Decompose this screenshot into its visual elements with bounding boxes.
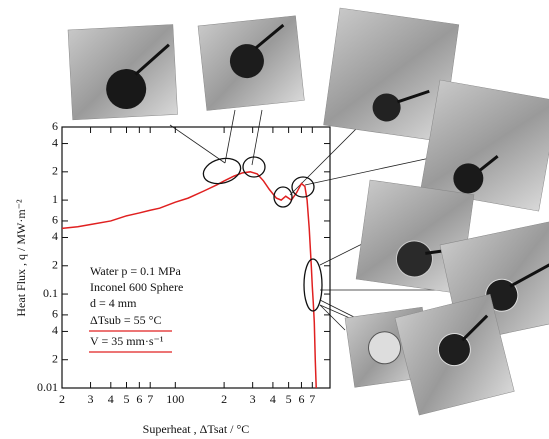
x-tick-label: 7 (309, 392, 315, 406)
x-axis-label: Superheat , ΔTsat / °C (143, 422, 250, 436)
y-tick-label: 4 (52, 323, 58, 337)
chart: 2345671002345670.012460.12461246 Water p… (0, 0, 549, 439)
y-axis-label: Heat Flux , q / MW·m⁻² (14, 199, 28, 317)
y-tick-label: 6 (52, 213, 58, 227)
annotation: V = 35 mm·s⁻¹ (90, 334, 164, 348)
y-tick-label: 0.1 (43, 286, 58, 300)
y-tick-label: 2 (52, 351, 58, 365)
annotation: Inconel 600 Sphere (90, 280, 183, 294)
annotation: ΔTsub = 55 °C (90, 313, 161, 327)
y-tick-label: 4 (52, 135, 58, 149)
x-tick-label: 3 (88, 392, 94, 406)
x-tick-label: 5 (286, 392, 292, 406)
plot-frame (62, 127, 330, 388)
x-tick-label: 6 (136, 392, 142, 406)
y-tick-label: 2 (52, 164, 58, 178)
y-tick-label: 0.01 (37, 380, 58, 394)
x-tick-label: 6 (298, 392, 304, 406)
x-tick-label: 2 (59, 392, 65, 406)
x-tick-label: 2 (221, 392, 227, 406)
x-tick-label: 5 (124, 392, 130, 406)
y-tick-label: 1 (52, 192, 58, 206)
y-tick-label: 6 (52, 307, 58, 321)
x-tick-label: 4 (108, 392, 114, 406)
annotation: d = 4 mm (90, 296, 137, 310)
y-tick-label: 4 (52, 229, 58, 243)
y-tick-label: 2 (52, 258, 58, 272)
y-tick-label: 6 (52, 119, 58, 133)
x-tick-label: 4 (270, 392, 276, 406)
annotation-box: Water p = 0.1 MPa Inconel 600 Sphere d =… (89, 264, 183, 352)
x-tick-label: 7 (147, 392, 153, 406)
annotation: Water p = 0.1 MPa (90, 264, 181, 278)
x-tick-label: 100 (166, 392, 184, 406)
x-tick-label: 3 (250, 392, 256, 406)
